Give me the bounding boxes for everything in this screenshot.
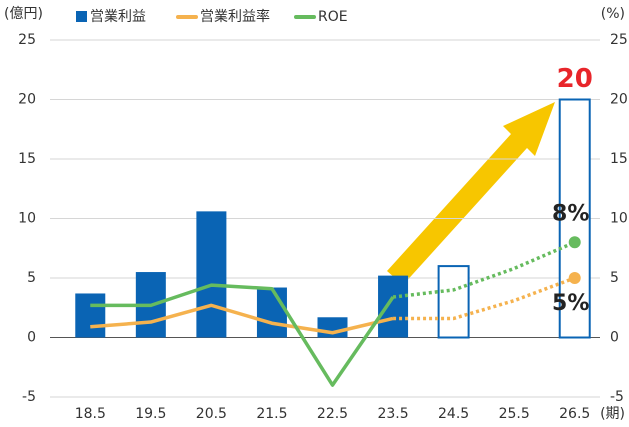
x-tick-label: 22.5 [317,406,348,422]
arrow [387,102,555,285]
y-tick-label: 10 [18,211,36,227]
legend-label: 営業利益率 [200,8,270,25]
legend-swatch [76,11,87,22]
y-tick-label: 5 [27,270,36,286]
y2-tick-label: 20 [610,92,628,108]
bar [378,275,409,338]
line [90,283,395,387]
y2-tick-label: 15 [610,151,628,167]
y-tick-label: 0 [27,330,36,346]
y-tick-label: 25 [18,32,36,48]
x-tick-label: 25.5 [499,406,530,422]
x-tick-label: 23.5 [377,406,408,422]
x-tick-label: 18.5 [75,406,106,422]
x-tick-label: 20.5 [196,406,227,422]
x-tick-label: 19.5 [135,406,166,422]
bar [75,293,106,338]
end-point [568,236,581,249]
y-axis-label: (億円) [4,6,43,22]
y2-axis-label: (%) [601,6,625,22]
x-tick-label: 21.5 [256,406,287,422]
y-tick-label: 20 [18,92,36,108]
y2-tick-label: 25 [610,32,628,48]
end-point [568,272,581,284]
bar [437,265,470,339]
x-tick-label: 24.5 [438,406,469,422]
data-label: 20 [557,64,593,94]
y2-tick-label: 5 [610,270,619,286]
bar [256,287,287,338]
x-tick-label: 26.5 [559,406,590,422]
y-tick-label: 15 [18,151,36,167]
x-axis-label: (期) [600,406,625,422]
data-label: 8% [552,201,589,226]
line [90,303,394,335]
bar [196,211,227,338]
line [392,240,576,299]
y2-tick-label: 10 [610,211,628,227]
y2-tick-label: -5 [610,389,624,405]
legend-label: ROE [318,9,348,25]
bar [558,98,591,339]
y-tick-label: -5 [22,389,36,405]
y2-tick-label: 0 [610,330,619,346]
legend-label: 営業利益 [90,9,146,25]
line [393,276,576,321]
data-label: 5% [552,291,589,316]
